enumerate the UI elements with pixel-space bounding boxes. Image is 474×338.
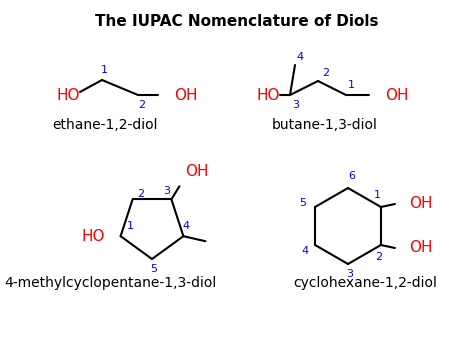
Text: 1: 1: [374, 190, 381, 200]
Text: butane-1,3-diol: butane-1,3-diol: [272, 118, 378, 132]
Text: 3: 3: [163, 186, 170, 196]
Text: OH: OH: [385, 88, 409, 102]
Text: HO: HO: [56, 88, 80, 102]
Text: 4: 4: [296, 52, 303, 62]
Text: ethane-1,2-diol: ethane-1,2-diol: [52, 118, 158, 132]
Text: 4: 4: [301, 246, 309, 256]
Text: cyclohexane-1,2-diol: cyclohexane-1,2-diol: [293, 276, 437, 290]
Text: 1: 1: [347, 80, 355, 90]
Text: The IUPAC Nomenclature of Diols: The IUPAC Nomenclature of Diols: [95, 14, 379, 29]
Text: 2: 2: [137, 189, 144, 199]
Text: 1: 1: [100, 65, 108, 75]
Text: HO: HO: [256, 88, 280, 102]
Text: 3: 3: [292, 100, 300, 110]
Text: OH: OH: [409, 196, 432, 212]
Text: 3: 3: [346, 269, 354, 279]
Text: 2: 2: [322, 68, 329, 78]
Text: 2: 2: [375, 252, 383, 262]
Text: 5: 5: [151, 264, 157, 274]
Text: 6: 6: [348, 171, 356, 181]
Text: HO: HO: [81, 229, 105, 244]
Text: OH: OH: [174, 88, 198, 102]
Text: 4-methylcyclopentane-1,3-diol: 4-methylcyclopentane-1,3-diol: [4, 276, 216, 290]
Text: 4: 4: [183, 221, 190, 231]
Text: OH: OH: [185, 164, 209, 179]
Text: 1: 1: [127, 221, 134, 231]
Text: 5: 5: [300, 198, 307, 208]
Text: 2: 2: [138, 100, 146, 110]
Text: OH: OH: [409, 241, 432, 256]
